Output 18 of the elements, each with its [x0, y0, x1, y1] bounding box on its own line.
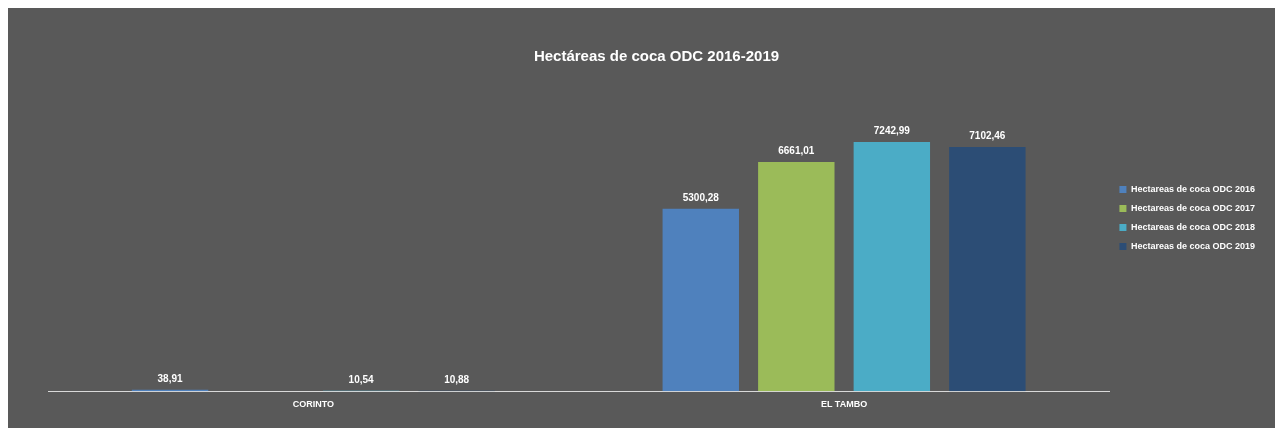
- x-tick-label: EL TAMBO: [820, 399, 868, 410]
- data-label: 38,91: [157, 372, 184, 384]
- data-label: 10,54: [348, 373, 375, 385]
- chart-title: Hectáreas de coca ODC 2016-2019: [533, 47, 780, 65]
- data-label: 7102,46: [969, 129, 1006, 141]
- x-tick-label: CORINTO: [292, 399, 335, 410]
- legend-label: Hectareas de coca ODC 2019: [1130, 240, 1256, 251]
- bar: [949, 146, 1026, 392]
- data-label: 5300,28: [682, 191, 720, 203]
- data-label: 7242,99: [873, 124, 911, 136]
- legend-label: Hectareas de coca ODC 2018: [1130, 221, 1256, 232]
- bar: [853, 142, 931, 392]
- bar: [662, 208, 739, 392]
- bar: [758, 162, 835, 392]
- legend-label: Hectareas de coca ODC 2016: [1130, 183, 1256, 194]
- legend-label: Hectareas de coca ODC 2017: [1130, 202, 1256, 213]
- data-label: 10,88: [444, 373, 470, 385]
- data-label: 6661,01: [778, 144, 815, 156]
